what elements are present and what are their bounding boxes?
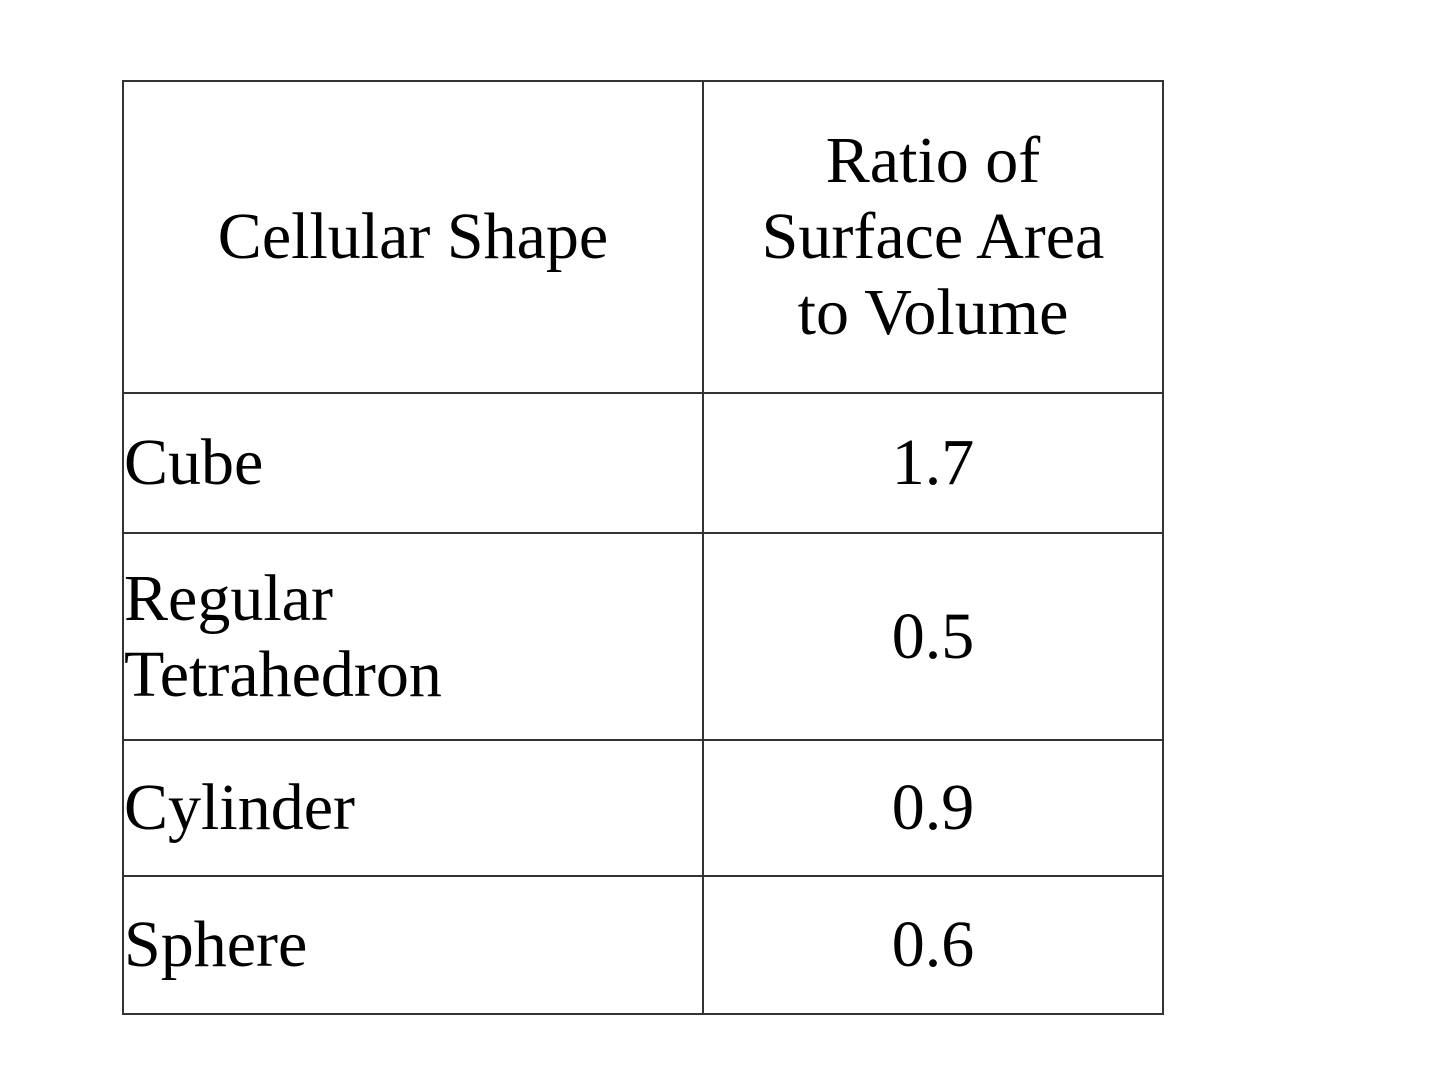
shape-cell: Sphere — [122, 875, 704, 1015]
header-cellular-shape: Cellular Shape — [122, 80, 704, 394]
ratio-cell: 0.6 — [702, 875, 1164, 1015]
shape-name: Regular — [124, 561, 333, 635]
shape-name: Cube — [124, 426, 264, 499]
shape-cell: Cube — [122, 392, 704, 534]
ratio-cell: 0.5 — [702, 532, 1164, 741]
shape-cell: Regular Tetrahedron — [122, 532, 704, 741]
shape-name: Cylinder — [124, 771, 355, 844]
ratio-cell: 0.9 — [702, 739, 1164, 877]
surface-area-table: Cellular Shape Ratio of Surface Area to … — [122, 80, 1164, 1015]
header-ratio: Ratio of Surface Area to Volume — [702, 80, 1164, 394]
table-row: Regular Tetrahedron 0.5 — [122, 532, 1164, 741]
header-shape-label: Cellular Shape — [217, 200, 609, 273]
table-row: Cube 1.7 — [122, 392, 1164, 534]
header-ratio-line: to Volume — [797, 276, 1069, 349]
header-ratio-line: Ratio of — [825, 124, 1041, 197]
table-row: Cylinder 0.9 — [122, 739, 1164, 877]
ratio-cell: 1.7 — [702, 392, 1164, 534]
shape-name: Sphere — [124, 908, 308, 981]
header-ratio-line: Surface Area — [761, 200, 1105, 273]
table-row: Sphere 0.6 — [122, 875, 1164, 1015]
shape-name: Tetrahedron — [124, 637, 442, 711]
table-header-row: Cellular Shape Ratio of Surface Area to … — [122, 80, 1164, 394]
shape-cell: Cylinder — [122, 739, 704, 877]
